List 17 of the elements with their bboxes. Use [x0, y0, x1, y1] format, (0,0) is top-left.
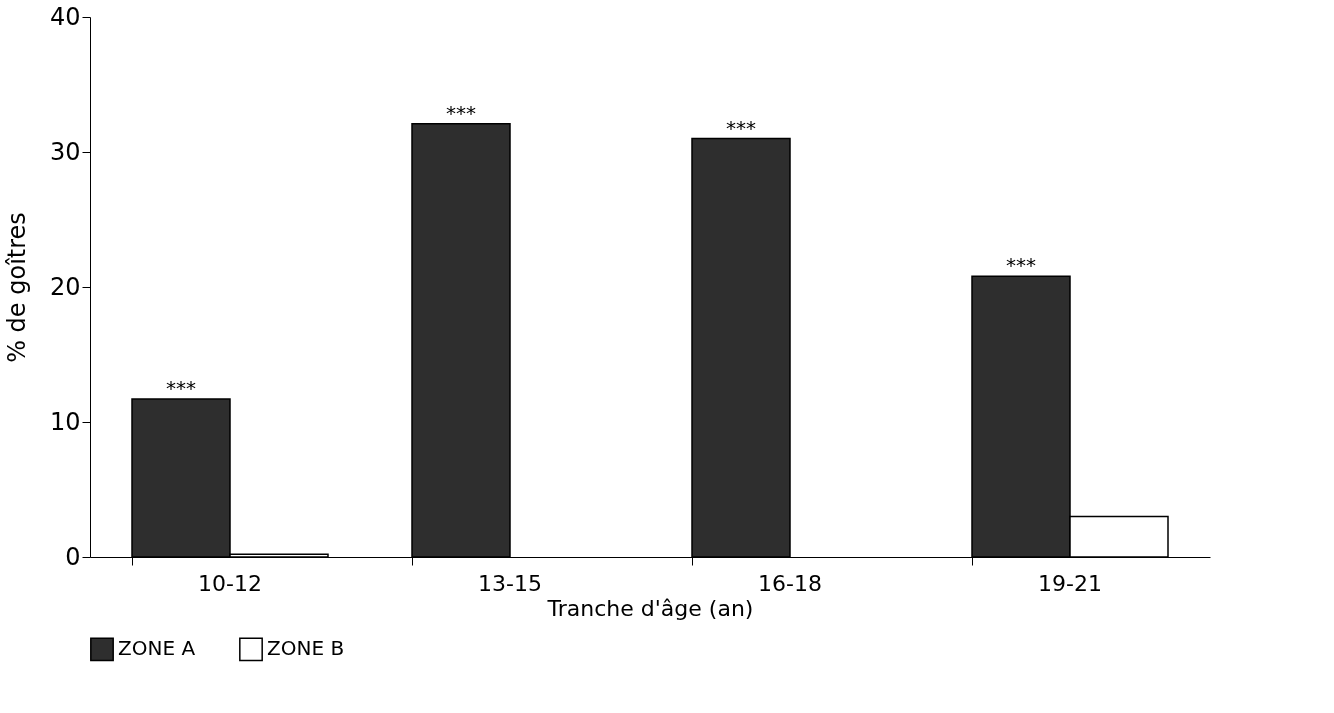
- y-axis-title: % de goîtres: [2, 212, 31, 363]
- x-axis-title: Tranche d'âge (an): [546, 595, 754, 621]
- x-tick-label: 16-18: [758, 570, 822, 596]
- legend-label: ZONE A: [118, 636, 196, 661]
- annotation: ***: [166, 376, 196, 401]
- y-tick-label: 40: [49, 2, 81, 31]
- x-tick-label: 19-21: [1038, 570, 1102, 596]
- x-tick-label: 13-15: [478, 570, 542, 596]
- annotation: ***: [1006, 253, 1036, 278]
- y-tick-label: 0: [65, 542, 81, 571]
- y-tick-label: 30: [49, 137, 81, 166]
- annotation: ***: [726, 115, 756, 140]
- x-tick-label: 10-12: [198, 570, 262, 596]
- y-tick-label: 20: [49, 272, 81, 301]
- annotation: ***: [446, 100, 476, 125]
- legend-label: ZONE B: [267, 636, 345, 661]
- y-tick-label: 10: [49, 407, 81, 436]
